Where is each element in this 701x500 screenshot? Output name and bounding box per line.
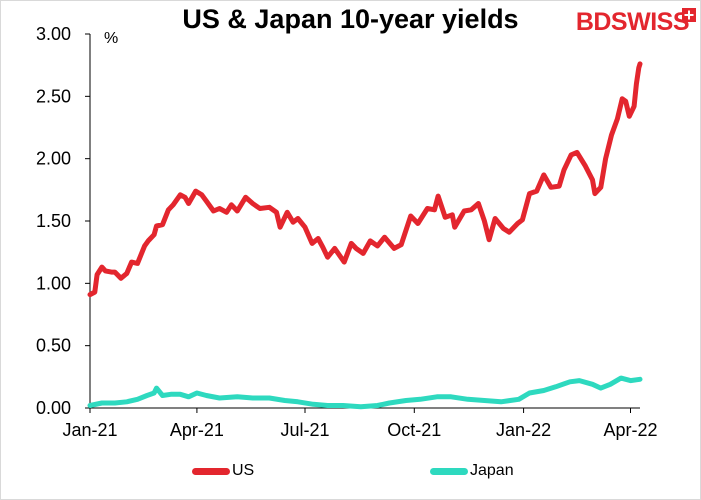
legend: US Japan — [0, 462, 701, 486]
series-line-us — [87, 61, 643, 298]
x-tick-label: Oct-21 — [387, 420, 441, 440]
bdswiss-logo: BDSWISS — [575, 8, 690, 37]
x-tick-label: Jan-22 — [496, 420, 551, 440]
y-tick-label: 1.00 — [36, 273, 71, 293]
x-tick-label: Apr-22 — [603, 420, 657, 440]
axes — [89, 34, 640, 409]
y-tick-label: 0.50 — [36, 336, 71, 356]
y-axis-unit: % — [104, 30, 119, 47]
y-tick-label: 2.50 — [36, 86, 71, 106]
y-tick-label: 2.00 — [36, 149, 71, 169]
x-tick-label: Jul-21 — [280, 420, 329, 440]
y-tick-label: 3.00 — [36, 24, 71, 44]
legend-label-japan: Japan — [470, 462, 514, 479]
chart-title: US & Japan 10-year yields — [182, 4, 519, 34]
logo-cross-icon — [682, 8, 696, 22]
y-tick-label: 0.00 — [36, 398, 71, 418]
legend-item-us: US — [192, 462, 254, 480]
logo-text-swiss: SWISS — [610, 8, 690, 36]
x-axis-ticks: Jan-21 Apr-21 Jul-21 Oct-21 Jan-22 Apr-22 — [62, 408, 658, 440]
logo-text-bd: BD — [575, 8, 612, 36]
legend-swatch-us — [192, 467, 230, 475]
legend-item-japan: Japan — [430, 462, 514, 480]
series-lines — [87, 61, 643, 410]
legend-label-us: US — [232, 462, 255, 479]
legend-swatch-japan — [430, 467, 468, 475]
y-axis-ticks: 0.00 0.50 1.00 1.50 2.00 2.50 3.00 — [36, 24, 90, 418]
x-tick-label: Jan-21 — [62, 420, 117, 440]
series-line-japan — [87, 375, 643, 410]
x-tick-label: Apr-21 — [170, 420, 224, 440]
y-tick-label: 1.50 — [36, 211, 71, 231]
